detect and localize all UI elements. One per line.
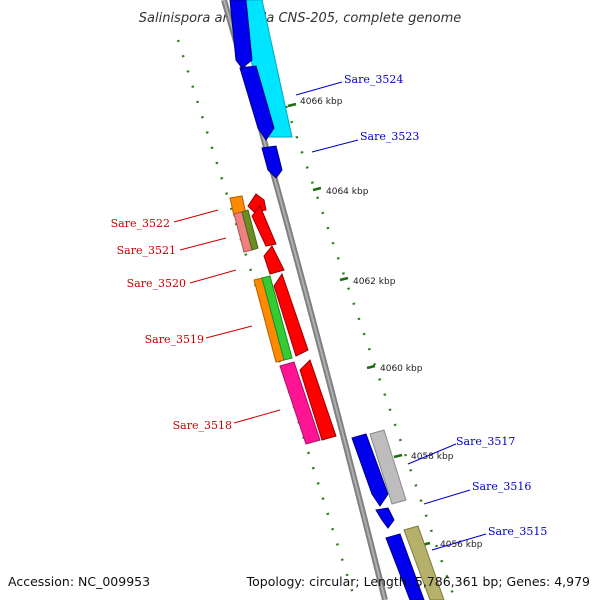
tick-label: 4064 kbp [326,187,369,197]
gene-arrow [385,533,425,600]
outer-dotted-track [176,39,357,600]
gene-arrow [229,0,253,69]
map-title: Salinispora arenicola CNS-205, complete … [139,11,461,26]
gene-label-sare-3523: Sare_3523 [360,130,419,143]
gene-arrow [251,205,277,247]
gene-arrow [351,433,389,507]
accession-text: Accession: NC_009953 [8,574,150,589]
scale-ticks [287,102,431,547]
gene-label-sare-3517: Sare_3517 [456,435,515,448]
gene-arrow [247,193,267,213]
gene-cog-block [241,209,259,251]
gene-label-sare-3518: Sare_3518 [173,419,232,432]
gene-cog-block [279,361,321,445]
gene-label-sare-3515: Sare_3515 [488,525,547,538]
inner-dotted-track [248,0,457,600]
gene-arrow [375,507,395,529]
tick-label: 4066 kbp [300,97,343,107]
gene-label-sare-3520: Sare_3520 [127,277,186,290]
gene-arrow [273,272,309,357]
topology-text: Topology: circular; Length: 5,786,361 bp… [246,574,590,589]
gene-cog-block [369,429,407,505]
gene-label-sare-3524: Sare_3524 [344,73,403,86]
gene-cog-block [403,525,445,600]
tick-label: 4062 kbp [353,277,396,287]
gene-label-sare-3521: Sare_3521 [117,244,176,257]
gene-label-sare-3516: Sare_3516 [472,480,531,493]
tick-label: 4058 kbp [411,452,454,462]
tick-label: 4056 kbp [440,540,483,550]
forward-strand-genes [229,0,445,600]
gene-arrow [299,359,337,441]
gene-arrow [261,145,283,179]
gene-arrow [263,245,285,275]
reverse-strand-genes [229,193,337,445]
label-leaders [173,81,487,551]
gene-label-sare-3522: Sare_3522 [111,217,170,230]
gene-label-sare-3519: Sare_3519 [145,333,204,346]
gene-arrow [239,65,275,141]
gene-cog-block [261,275,293,361]
tick-label: 4060 kbp [380,364,423,374]
